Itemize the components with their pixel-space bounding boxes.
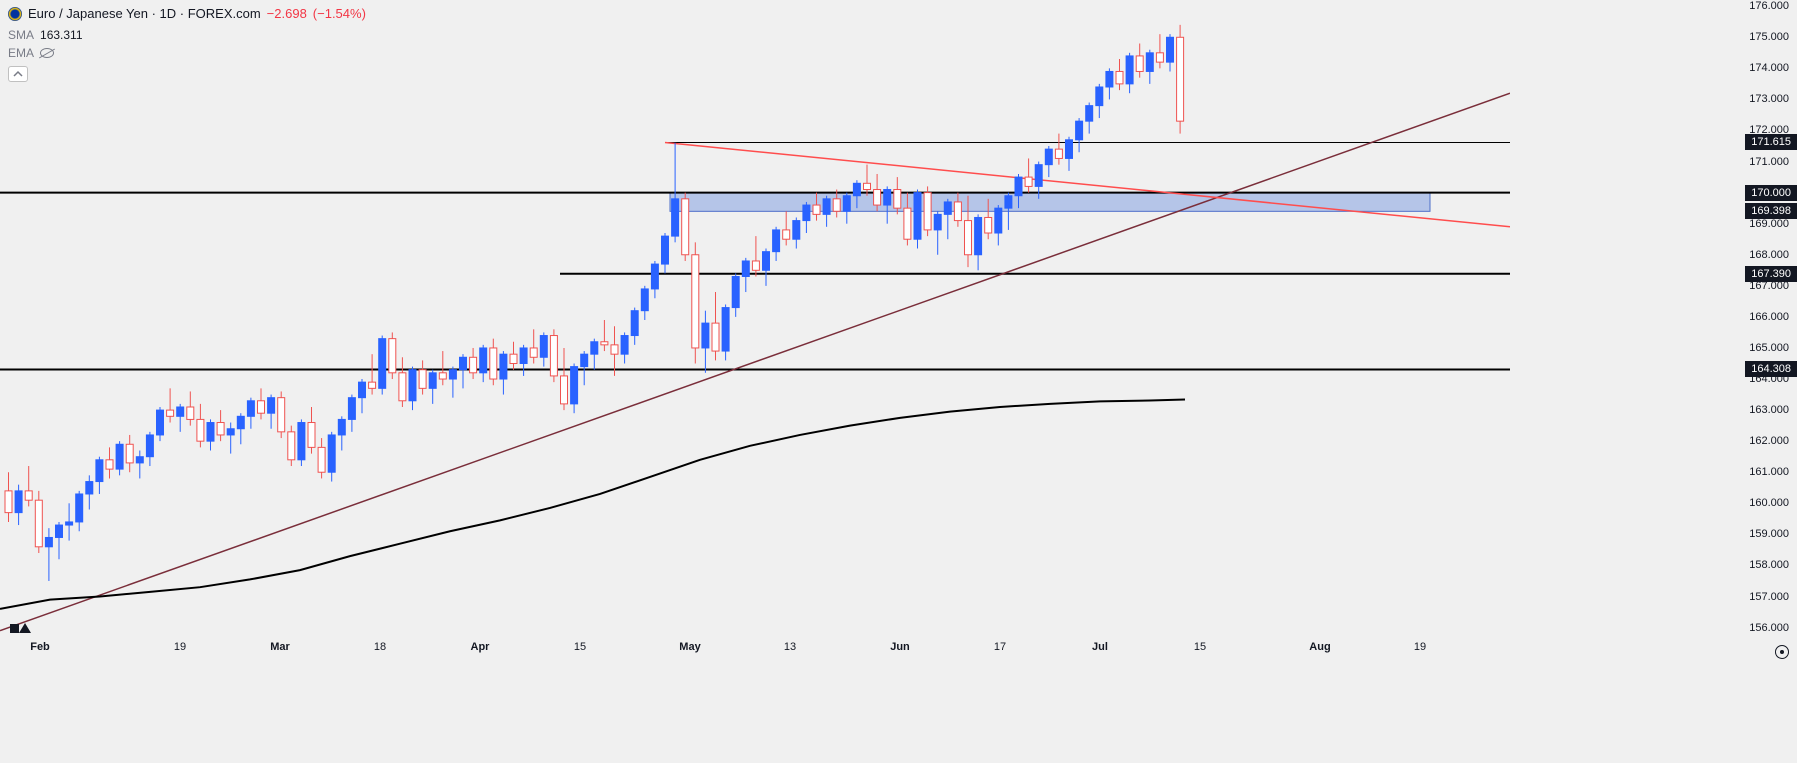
- price-tick: 175.000: [1749, 31, 1789, 43]
- price-tick: 169.000: [1749, 218, 1789, 230]
- time-tick: 19: [1414, 641, 1426, 653]
- indicator-ema-label: EMA: [8, 46, 34, 60]
- time-tick: 18: [374, 641, 386, 653]
- price-axis[interactable]: 156.000 157.000 158.000 159.000 160.000 161.0…: [1737, 0, 1797, 640]
- price-tick: 165.000: [1749, 342, 1789, 354]
- indicator-ema[interactable]: EMA: [8, 46, 54, 60]
- time-tick: Aug: [1309, 641, 1330, 653]
- price-tick: 161.000: [1749, 466, 1789, 478]
- time-tick: May: [679, 641, 700, 653]
- price-marker: 167.390: [1745, 266, 1797, 282]
- chart-header: Euro / Japanese Yen · 1D · FOREX.com −2.…: [8, 6, 366, 21]
- price-tick: 157.000: [1749, 591, 1789, 603]
- price-marker: 170.000: [1745, 185, 1797, 201]
- price-change: −2.698: [267, 6, 307, 21]
- tradingview-logo: [10, 624, 32, 638]
- time-tick: 13: [784, 641, 796, 653]
- price-marker: 169.398: [1745, 203, 1797, 219]
- time-tick: Jul: [1092, 641, 1108, 653]
- time-tick: 15: [1194, 641, 1206, 653]
- price-tick: 173.000: [1749, 93, 1789, 105]
- symbol-title[interactable]: Euro / Japanese Yen · 1D · FOREX.com: [28, 6, 261, 21]
- price-tick: 176.000: [1749, 0, 1789, 12]
- time-tick: Jun: [890, 641, 910, 653]
- chart-svg: [0, 0, 1510, 640]
- indicator-sma-value: 163.311: [40, 28, 83, 42]
- chevron-up-icon: [13, 69, 23, 79]
- indicator-sma[interactable]: SMA 163.311: [8, 28, 83, 42]
- price-tick: 163.000: [1749, 404, 1789, 416]
- price-tick: 158.000: [1749, 559, 1789, 571]
- time-tick: Feb: [30, 641, 50, 653]
- indicator-sma-label: SMA: [8, 28, 34, 42]
- time-axis[interactable]: Feb 19 Mar 18 Apr 15 May 13 Jun 17 Jul 15 Aug 19: [0, 641, 1510, 663]
- goto-date-button[interactable]: [1775, 645, 1789, 659]
- price-tick: 174.000: [1749, 62, 1789, 74]
- time-tick: 19: [174, 641, 186, 653]
- price-tick: 166.000: [1749, 311, 1789, 323]
- price-tick: 168.000: [1749, 249, 1789, 261]
- chart-plot-area[interactable]: [0, 0, 1510, 640]
- eye-off-icon[interactable]: [40, 48, 54, 58]
- time-tick: Mar: [270, 641, 290, 653]
- price-tick: 162.000: [1749, 435, 1789, 447]
- collapse-indicators-button[interactable]: [8, 66, 28, 82]
- price-marker: 171.615: [1745, 134, 1797, 150]
- time-tick: 17: [994, 641, 1006, 653]
- time-tick: Apr: [471, 641, 490, 653]
- price-tick: 160.000: [1749, 497, 1789, 509]
- price-marker: 164.308: [1745, 361, 1797, 377]
- symbol-icon: [8, 7, 22, 21]
- time-tick: 15: [574, 641, 586, 653]
- price-tick: 159.000: [1749, 528, 1789, 540]
- price-tick: 156.000: [1749, 622, 1789, 634]
- price-tick: 171.000: [1749, 156, 1789, 168]
- price-change-pct: (−1.54%): [313, 6, 366, 21]
